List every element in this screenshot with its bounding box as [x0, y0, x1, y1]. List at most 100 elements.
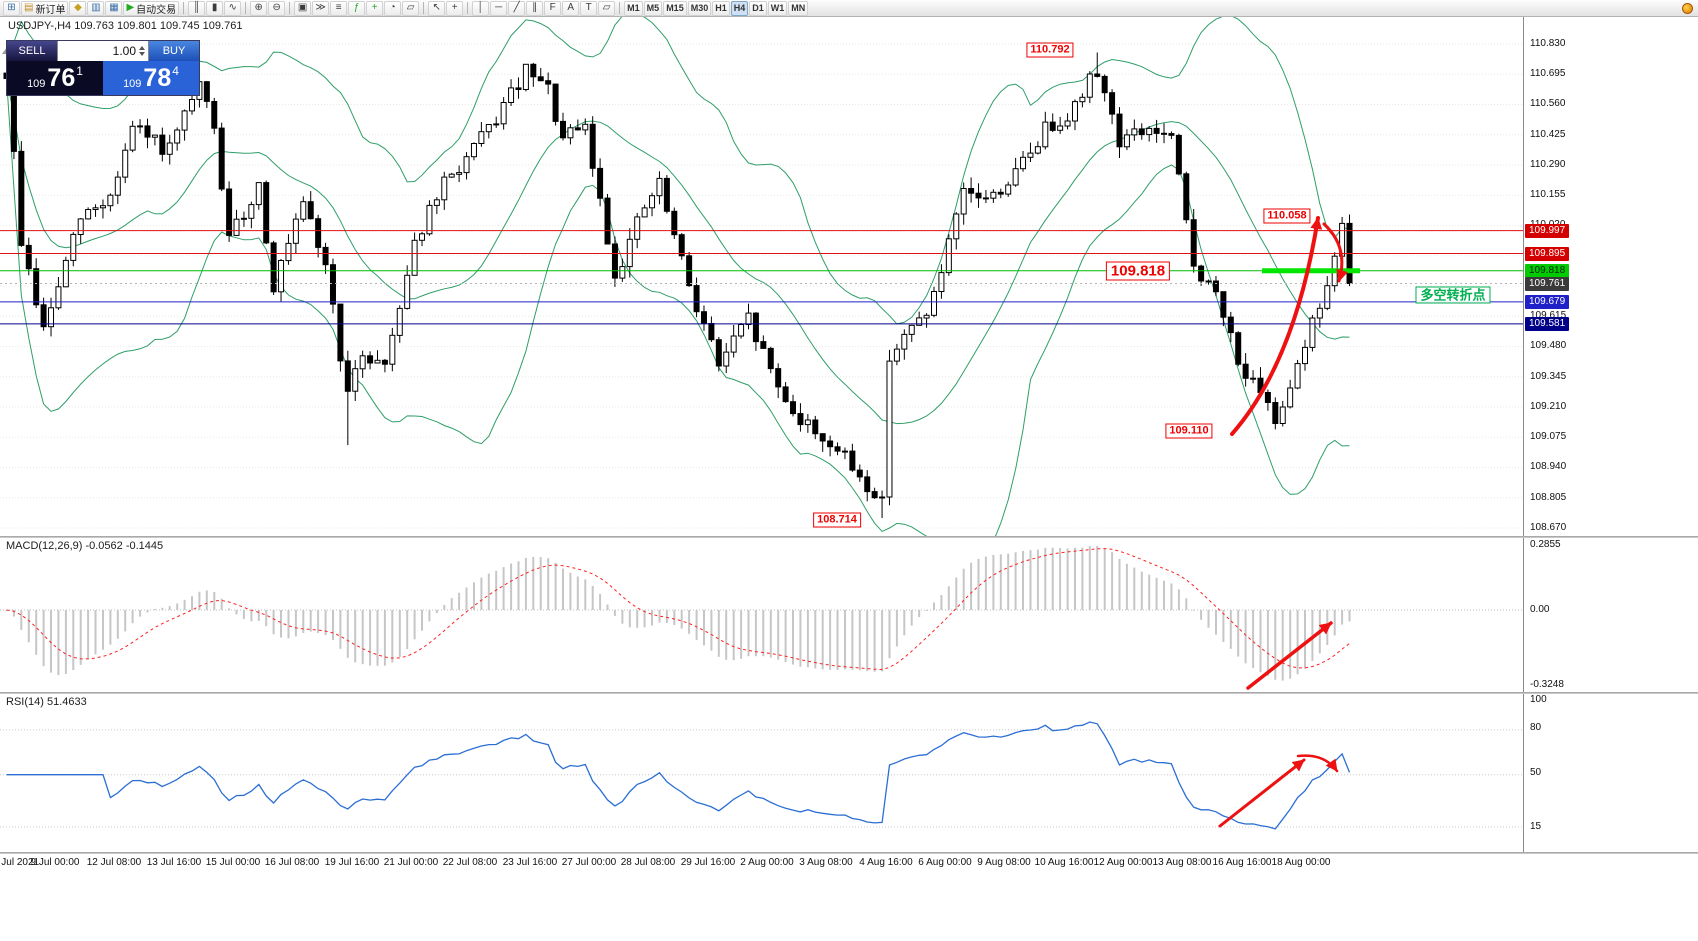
panel-separator[interactable] — [0, 852, 1698, 854]
equidistant-channel-icon: ∥ — [532, 2, 538, 13]
crosshair-button[interactable]: + — [446, 0, 464, 16]
trend-arrow[interactable] — [1322, 222, 1348, 283]
toolbar-separator — [183, 2, 185, 14]
chart-shift-button[interactable]: ≡ — [330, 0, 348, 16]
panel-separator[interactable] — [0, 692, 1698, 694]
shapes-button[interactable]: ▱ — [598, 0, 616, 16]
bollinger-lower — [6, 78, 1350, 536]
tf-m1-button[interactable]: M1 — [624, 0, 643, 16]
indicators-button[interactable]: ƒ — [348, 0, 366, 16]
fibonacci-icon: F — [549, 2, 556, 13]
add-indicator-icon: + — [371, 2, 378, 13]
tf-m30-button[interactable]: M30 — [687, 0, 712, 16]
tf-d1-button[interactable]: D1 — [749, 0, 767, 16]
buy-price-button[interactable]: 109 78 4 — [103, 61, 199, 95]
auto-scroll-button[interactable]: ≫ — [312, 0, 330, 16]
note-annotation[interactable]: 多空转折点 — [1415, 286, 1491, 304]
price-annotation[interactable]: 109.818 — [1105, 261, 1171, 281]
line-chart-icon: ∿ — [228, 2, 237, 13]
rsi-panel[interactable]: RSI(14) 51.4633 — [0, 694, 1523, 852]
volume-spinner[interactable] — [139, 46, 145, 56]
tf-w1-button[interactable]: W1 — [767, 0, 788, 16]
strategy-tester-button[interactable]: ▦ — [105, 0, 123, 16]
tf-h4-button[interactable]: H4 — [730, 0, 749, 16]
chart-shift-icon: ≡ — [335, 2, 342, 13]
bollinger-upper — [6, 17, 1350, 325]
time-axis-label: 15 Jul 00:00 — [205, 857, 261, 868]
volume-down-icon[interactable] — [139, 52, 145, 56]
fibonacci-button[interactable]: F — [544, 0, 562, 16]
price-annotation[interactable]: 110.058 — [1263, 208, 1311, 224]
line-chart-button[interactable]: ∿ — [224, 0, 242, 16]
trend-arrow[interactable] — [1246, 621, 1333, 690]
tile-windows-button[interactable]: ▣ — [294, 0, 312, 16]
price-axis-label: 110.695 — [1530, 68, 1566, 80]
time-axis-label: 23 Jul 16:00 — [502, 857, 558, 868]
price-axis-label: 108.670 — [1530, 521, 1567, 533]
pivot-level-segment[interactable] — [1262, 268, 1360, 274]
new-chart-button[interactable]: ⊞ — [3, 0, 20, 16]
chart-ohlc-header: USDJPY-,H4 109.763 109.801 109.745 109.7… — [8, 20, 243, 32]
text-label-button[interactable]: T — [580, 0, 598, 16]
bar-chart-button[interactable]: ║ — [188, 0, 206, 16]
trend-arrow[interactable] — [1230, 216, 1323, 436]
toolbar-separator — [423, 2, 425, 14]
text-button[interactable]: A — [562, 0, 580, 16]
trend-arrow[interactable] — [1296, 754, 1339, 773]
trendline-button[interactable]: ╱ — [508, 0, 526, 16]
indicators-icon: ƒ — [353, 2, 360, 13]
macd-panel[interactable]: MACD(12,26,9) -0.0562 -0.1445 — [0, 538, 1523, 692]
time-axis-label: 16 Aug 16:00 — [1212, 857, 1272, 868]
tf-h1-button[interactable]: H1 — [712, 0, 730, 16]
time-axis-label: 12 Jul 08:00 — [86, 857, 142, 868]
tf-mn-button[interactable]: MN — [788, 0, 809, 16]
candlestick-chart-button[interactable]: ▮ — [206, 0, 224, 16]
sell-price-button[interactable]: 109 76 1 — [7, 61, 103, 95]
price-axis[interactable]: 110.830 110.695 110.560 110.425 110.290 110.1… — [1523, 17, 1698, 854]
market-watch-button[interactable]: ▥ — [87, 0, 105, 16]
buy-price-integer: 109 — [123, 78, 142, 90]
vertical-line-button[interactable]: │ — [472, 0, 490, 16]
chart-profiles-button[interactable]: ◆ — [69, 0, 87, 16]
price-tag: 109.581 — [1525, 316, 1570, 331]
tf-m5-button[interactable]: M5 — [643, 0, 663, 16]
tf-h4-label: H4 — [733, 3, 746, 13]
price-axis-label: 109.615 — [1530, 310, 1567, 322]
trend-arrow[interactable] — [1218, 758, 1306, 828]
add-indicator-button[interactable]: + — [366, 0, 384, 16]
candles — [3, 52, 1353, 519]
periods-button[interactable]: ◔ — [384, 0, 402, 16]
volume-up-icon[interactable] — [139, 46, 145, 50]
auto-trading-label: 自动交易 — [136, 4, 177, 16]
new-order-button[interactable]: ▤ 新订单 — [21, 0, 69, 16]
zoom-out-button[interactable]: ⊖ — [268, 0, 286, 16]
auto-scroll-icon: ≫ — [315, 2, 326, 13]
panel-separator[interactable] — [0, 536, 1698, 538]
alert-icon[interactable] — [1682, 3, 1693, 14]
price-annotation[interactable]: 110.792 — [1026, 42, 1074, 58]
auto-trading-button[interactable]: ▶ 自动交易 — [123, 0, 180, 16]
buy-button[interactable]: BUY — [149, 41, 199, 61]
price-annotation[interactable]: 109.110 — [1165, 423, 1213, 439]
price-axis-label: 110.560 — [1530, 98, 1566, 110]
rsi-canvas[interactable] — [0, 694, 1523, 852]
zoom-out-icon: ⊖ — [272, 2, 281, 13]
tf-m15-button[interactable]: M15 — [663, 0, 687, 16]
main-chart-panel[interactable]: USDJPY-,H4 109.763 109.801 109.745 109.7… — [0, 17, 1523, 536]
time-axis-label: 21 Jul 00:00 — [383, 857, 439, 868]
cursor-button[interactable]: ↖ — [428, 0, 446, 16]
templates-button[interactable]: ▱ — [402, 0, 420, 16]
macd-axis-label: 0.2855 — [1530, 539, 1561, 550]
sell-button[interactable]: SELL — [7, 41, 57, 61]
price-annotation[interactable]: 108.714 — [813, 512, 861, 528]
time-axis-label: 13 Aug 08:00 — [1152, 857, 1212, 868]
volume-input[interactable]: 1.00 — [57, 41, 149, 61]
main-chart-canvas[interactable] — [0, 17, 1523, 536]
macd-canvas[interactable] — [0, 538, 1523, 692]
periods-icon: ◔ — [389, 2, 396, 13]
horizontal-line-button[interactable]: ─ — [490, 0, 508, 16]
zoom-in-button[interactable]: ⊕ — [250, 0, 268, 16]
time-axis-label: 19 Jul 16:00 — [324, 857, 380, 868]
equidistant-channel-button[interactable]: ∥ — [526, 0, 544, 16]
